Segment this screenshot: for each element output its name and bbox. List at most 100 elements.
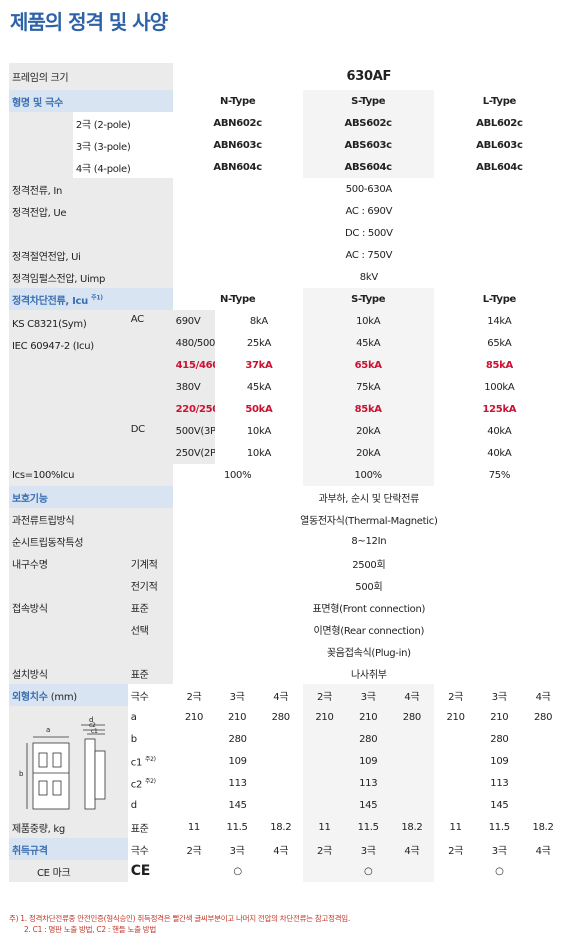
- trip-row: 과전류트립방식 열동전자식(Thermal-Magnetic): [9, 508, 565, 530]
- dims-pole: 3극: [346, 684, 391, 706]
- icu-s: 20kA: [302, 420, 434, 442]
- weight-row: 제품중량, kg 표준 11 11.5 18.2 11 11.5 18.2 11…: [9, 816, 565, 838]
- dim-d-label: d: [130, 799, 137, 811]
- voltage-label: 380V: [172, 376, 216, 398]
- cert-pole: 2극: [302, 838, 347, 860]
- footnote-1: 주) 1. 정격차단전류중 안전인증(형식승인) 취득정격은 빨간색 글씨부분이…: [9, 914, 350, 923]
- model-header-row: 형명 및 극수 N-Type S-Type L-Type: [9, 90, 565, 112]
- trip-label: 과전류트립방식: [9, 508, 173, 530]
- frame-row: 프레임의 크기 630AF: [9, 63, 565, 90]
- dims-header-row: 외형치수 (mm) 극수 2극 3극 4극 2극 3극 4극 2극 3극 4극: [9, 684, 565, 706]
- dim-label-c1: c1: [91, 728, 98, 735]
- dim-label-b: b: [19, 770, 24, 778]
- instant-row: 순시트립동작특성 8~12In: [9, 530, 565, 552]
- weight: 18.2: [532, 821, 554, 833]
- breaking-row: 250V(2P) 10kA 20kA 40kA: [9, 442, 565, 464]
- model-n: ABN602c: [213, 117, 262, 129]
- rated-current-value: 500-630A: [345, 183, 393, 195]
- model-s: ABS602c: [302, 112, 434, 134]
- dim-a: 280: [533, 711, 553, 723]
- ics-s: 100%: [302, 464, 434, 486]
- dim-label-d: d: [89, 716, 94, 724]
- dim-c1: 109: [302, 750, 434, 772]
- dims-pole: 3극: [229, 691, 245, 703]
- impulse-value: 8kV: [359, 271, 378, 283]
- icu-s: 10kA: [302, 310, 434, 332]
- cert-pole: 2극: [186, 845, 202, 857]
- model-l: ABL603c: [476, 139, 523, 151]
- dims-pole: 4극: [535, 691, 551, 703]
- dimension-diagram: a b d c2 c1: [9, 706, 128, 816]
- model-s: ABS603c: [302, 134, 434, 156]
- pole-label: 3극 (3-pole): [75, 141, 131, 153]
- trip-value: 열동전자식(Thermal-Magnetic): [300, 515, 438, 527]
- cert-header-row: 취득규격 극수 2극 3극 4극 2극 3극 4극 2극 3극 4극: [9, 838, 565, 860]
- rated-voltage-ac: AC : 690V: [345, 205, 393, 217]
- dim-a: 210: [227, 711, 247, 723]
- ce-mark: ○: [495, 865, 504, 877]
- model-row: 3극 (3-pole) ABN603c ABS603c ABL603c: [9, 134, 565, 156]
- type-header-n: N-Type: [219, 293, 256, 305]
- icu-l: 40kA: [487, 425, 512, 437]
- pole-label: 4극 (4-pole): [75, 163, 131, 175]
- dim-c1-label: c1 주2): [130, 755, 156, 769]
- weight: 11: [302, 816, 347, 838]
- dim-a: 210: [490, 711, 509, 723]
- cert-pole-label: 극수: [130, 845, 149, 857]
- cert-pole: 4극: [535, 845, 551, 857]
- cert-pole: 4극: [273, 845, 289, 857]
- dim-c2: 113: [490, 777, 509, 789]
- spec-table: 프레임의 크기 630AF 형명 및 극수 N-Type S-Type L-Ty…: [9, 63, 565, 882]
- breaking-row: 380V 45kA 75kA 100kA: [9, 376, 565, 398]
- type-header-s: S-Type: [302, 90, 434, 112]
- model-s: ABS604c: [302, 156, 434, 178]
- cert-pole: 3극: [491, 845, 507, 857]
- ac-label: AC: [127, 310, 173, 420]
- icu-s: 20kA: [302, 442, 434, 464]
- icu-s: 65kA: [302, 354, 434, 376]
- dim-c1: 109: [228, 755, 247, 767]
- rated-voltage-dc: DC : 500V: [345, 227, 393, 239]
- dim-b-label: b: [130, 733, 137, 745]
- breaking-row: 415/460V 37kA 65kA 85kA: [9, 354, 565, 376]
- voltage-label: 220/250V: [172, 398, 216, 420]
- icu-l: 14kA: [487, 315, 512, 327]
- conn-label: 접속방식: [9, 596, 128, 662]
- dim-c2: 113: [302, 772, 434, 794]
- breaking-row: KS C8321(Sym) IEC 60947-2 (Icu) AC 690V 8…: [9, 310, 565, 464]
- model-n: ABN604c: [213, 161, 262, 173]
- life-label: 내구수명: [9, 552, 128, 596]
- weight: 11.5: [226, 821, 248, 833]
- life-row: 내구수명 기계적 2500회: [9, 552, 565, 596]
- model-row: 4극 (4-pole) ABN604c ABS604c ABL604c: [9, 156, 565, 178]
- model-label: 형명 및 극수: [9, 90, 173, 112]
- type-header-n: N-Type: [219, 95, 256, 107]
- protection-label: 보호기능: [9, 486, 173, 508]
- dims-pole: 3극: [491, 691, 507, 703]
- model-n: ABN603c: [213, 139, 262, 151]
- ce-mark: ○: [302, 860, 434, 882]
- icu-n: 37kA: [245, 359, 273, 371]
- mount-std-label: 표준: [127, 662, 173, 684]
- weight-label: 제품중량, kg: [9, 816, 128, 838]
- page-title: 제품의 정격 및 사양: [10, 10, 168, 34]
- mount-label: 설치방식: [9, 662, 128, 684]
- voltage-label: 415/460V: [172, 354, 216, 376]
- weight: 18.2: [390, 816, 434, 838]
- mech-label: 기계적: [127, 552, 173, 574]
- protection-value: 과부하, 순시 및 단락전류: [318, 493, 420, 505]
- icu-l: 85kA: [485, 359, 513, 371]
- impulse-row: 정격임펄스전압, Uimp 8kV: [9, 266, 565, 288]
- insulation-label: 정격절연전압, Ui: [9, 244, 173, 266]
- voltage-label: 690V: [172, 310, 216, 332]
- dim-c2-label: c2 주2): [130, 777, 156, 791]
- ics-n: 100%: [223, 469, 252, 481]
- weight: 11.5: [488, 821, 510, 833]
- dims-pole: 2극: [448, 691, 464, 703]
- icu-s: 85kA: [302, 398, 434, 420]
- dims-pole: 2극: [302, 684, 347, 706]
- pole-count-label: 극수: [130, 691, 149, 703]
- type-header-s: S-Type: [302, 288, 434, 310]
- pole-label: 2극 (2-pole): [75, 119, 131, 131]
- conn-rear: 이면형(Rear connection): [313, 625, 425, 637]
